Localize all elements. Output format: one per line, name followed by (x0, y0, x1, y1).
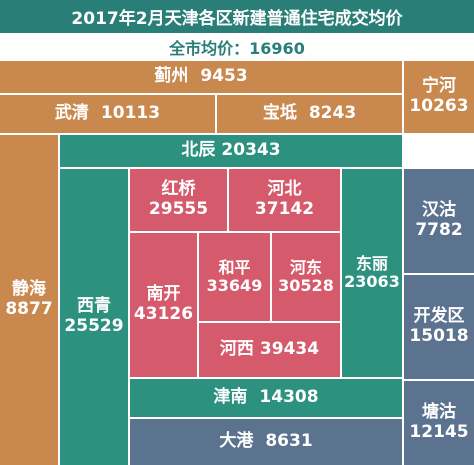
district-name: 红桥 (161, 179, 196, 200)
district-price: 37142 (254, 199, 315, 219)
district-price: 9453 (200, 66, 248, 87)
district-price: 12145 (409, 422, 469, 442)
district-name: 河北 (267, 179, 302, 200)
district-name: 河东 (289, 257, 322, 277)
district-price: 33649 (206, 276, 263, 295)
city-average-price: 全市均价：16960 (0, 33, 474, 61)
district-price: 8877 (5, 299, 53, 319)
district-price: 15018 (409, 326, 469, 346)
district-jinghai: 静海 8877 (0, 135, 58, 465)
district-price: 8631 (265, 431, 313, 452)
district-hebei: 河北 37142 (229, 169, 340, 231)
district-name: 宝坻 (262, 103, 297, 124)
district-price: 39434 (259, 339, 320, 360)
district-price: 29555 (148, 199, 209, 219)
district-name: 和平 (218, 257, 251, 277)
district-price: 10113 (100, 103, 161, 124)
district-price: 43126 (133, 304, 194, 324)
district-price: 7782 (415, 220, 463, 240)
district-baodi: 宝坻 8243 (217, 95, 402, 133)
district-xiqing: 西青 25529 (60, 169, 128, 465)
district-hedong: 河东 30528 (272, 233, 340, 321)
district-name: 北辰 (181, 140, 216, 161)
district-name: 蓟州 (154, 66, 189, 87)
district-name: 开发区 (413, 306, 465, 327)
district-name: 大港 (219, 431, 254, 452)
district-price: 8243 (308, 103, 357, 124)
district-name: 河西 (219, 339, 254, 360)
district-price: 14308 (259, 387, 319, 408)
district-beichen: 北辰 20343 (60, 135, 402, 167)
district-kaifaqu: 开发区 15018 (404, 275, 474, 379)
district-jinnan: 津南 14308 (130, 379, 402, 417)
district-tanggu: 塘沽 12145 (404, 381, 474, 465)
district-price: 30528 (278, 276, 334, 295)
district-dagang: 大港 8631 (130, 419, 402, 465)
district-name: 武清 (54, 103, 89, 124)
district-nankai: 南开 43126 (130, 233, 197, 377)
district-name: 汉沽 (422, 200, 456, 221)
district-dongli: 东丽 23063 (342, 169, 402, 377)
district-price: 23063 (344, 272, 400, 291)
district-wuqing: 武清 10113 (0, 95, 215, 133)
district-hexi: 河西 39434 (199, 323, 340, 377)
page-title: 2017年2月天津各区新建普通住宅成交均价 (0, 0, 474, 33)
district-name: 西青 (77, 296, 111, 317)
district-price: 20343 (221, 140, 281, 161)
district-name: 东丽 (355, 253, 388, 273)
district-hongqiao: 红桥 29555 (130, 169, 227, 231)
district-name: 津南 (213, 387, 248, 408)
district-price: 10263 (409, 96, 469, 116)
district-name: 宁河 (422, 76, 456, 97)
district-jizhou: 蓟州 9453 (0, 61, 402, 93)
district-hangu: 汉沽 7782 (404, 169, 474, 273)
district-name: 南开 (146, 284, 181, 305)
district-ninghe: 宁河 10263 (404, 61, 474, 133)
district-name: 静海 (12, 279, 46, 300)
district-heping: 和平 33649 (199, 233, 270, 321)
district-name: 塘沽 (422, 402, 456, 423)
district-price: 25529 (64, 316, 124, 336)
